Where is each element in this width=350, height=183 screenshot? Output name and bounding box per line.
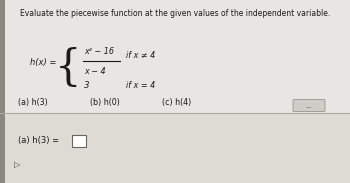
FancyBboxPatch shape xyxy=(293,100,325,112)
Text: x − 4: x − 4 xyxy=(84,68,106,76)
Text: {: { xyxy=(55,47,81,89)
Text: if x ≠ 4: if x ≠ 4 xyxy=(126,51,155,59)
Text: (a) h(3): (a) h(3) xyxy=(18,98,48,107)
Bar xyxy=(0,113,350,183)
Text: ▷: ▷ xyxy=(14,160,21,169)
Text: h(x) =: h(x) = xyxy=(30,59,56,68)
Bar xyxy=(0,0,5,183)
Text: ...: ... xyxy=(306,102,312,109)
Text: 3: 3 xyxy=(84,81,90,89)
Text: (a) h(3) =: (a) h(3) = xyxy=(18,137,59,145)
Text: (b) h(0): (b) h(0) xyxy=(90,98,120,107)
Bar xyxy=(72,135,86,147)
Text: x² − 16: x² − 16 xyxy=(84,46,114,55)
Bar xyxy=(0,0,350,113)
Text: if x = 4: if x = 4 xyxy=(126,81,155,89)
Text: Evaluate the piecewise function at the given values of the independent variable.: Evaluate the piecewise function at the g… xyxy=(20,9,330,18)
Text: (c) h(4): (c) h(4) xyxy=(162,98,191,107)
